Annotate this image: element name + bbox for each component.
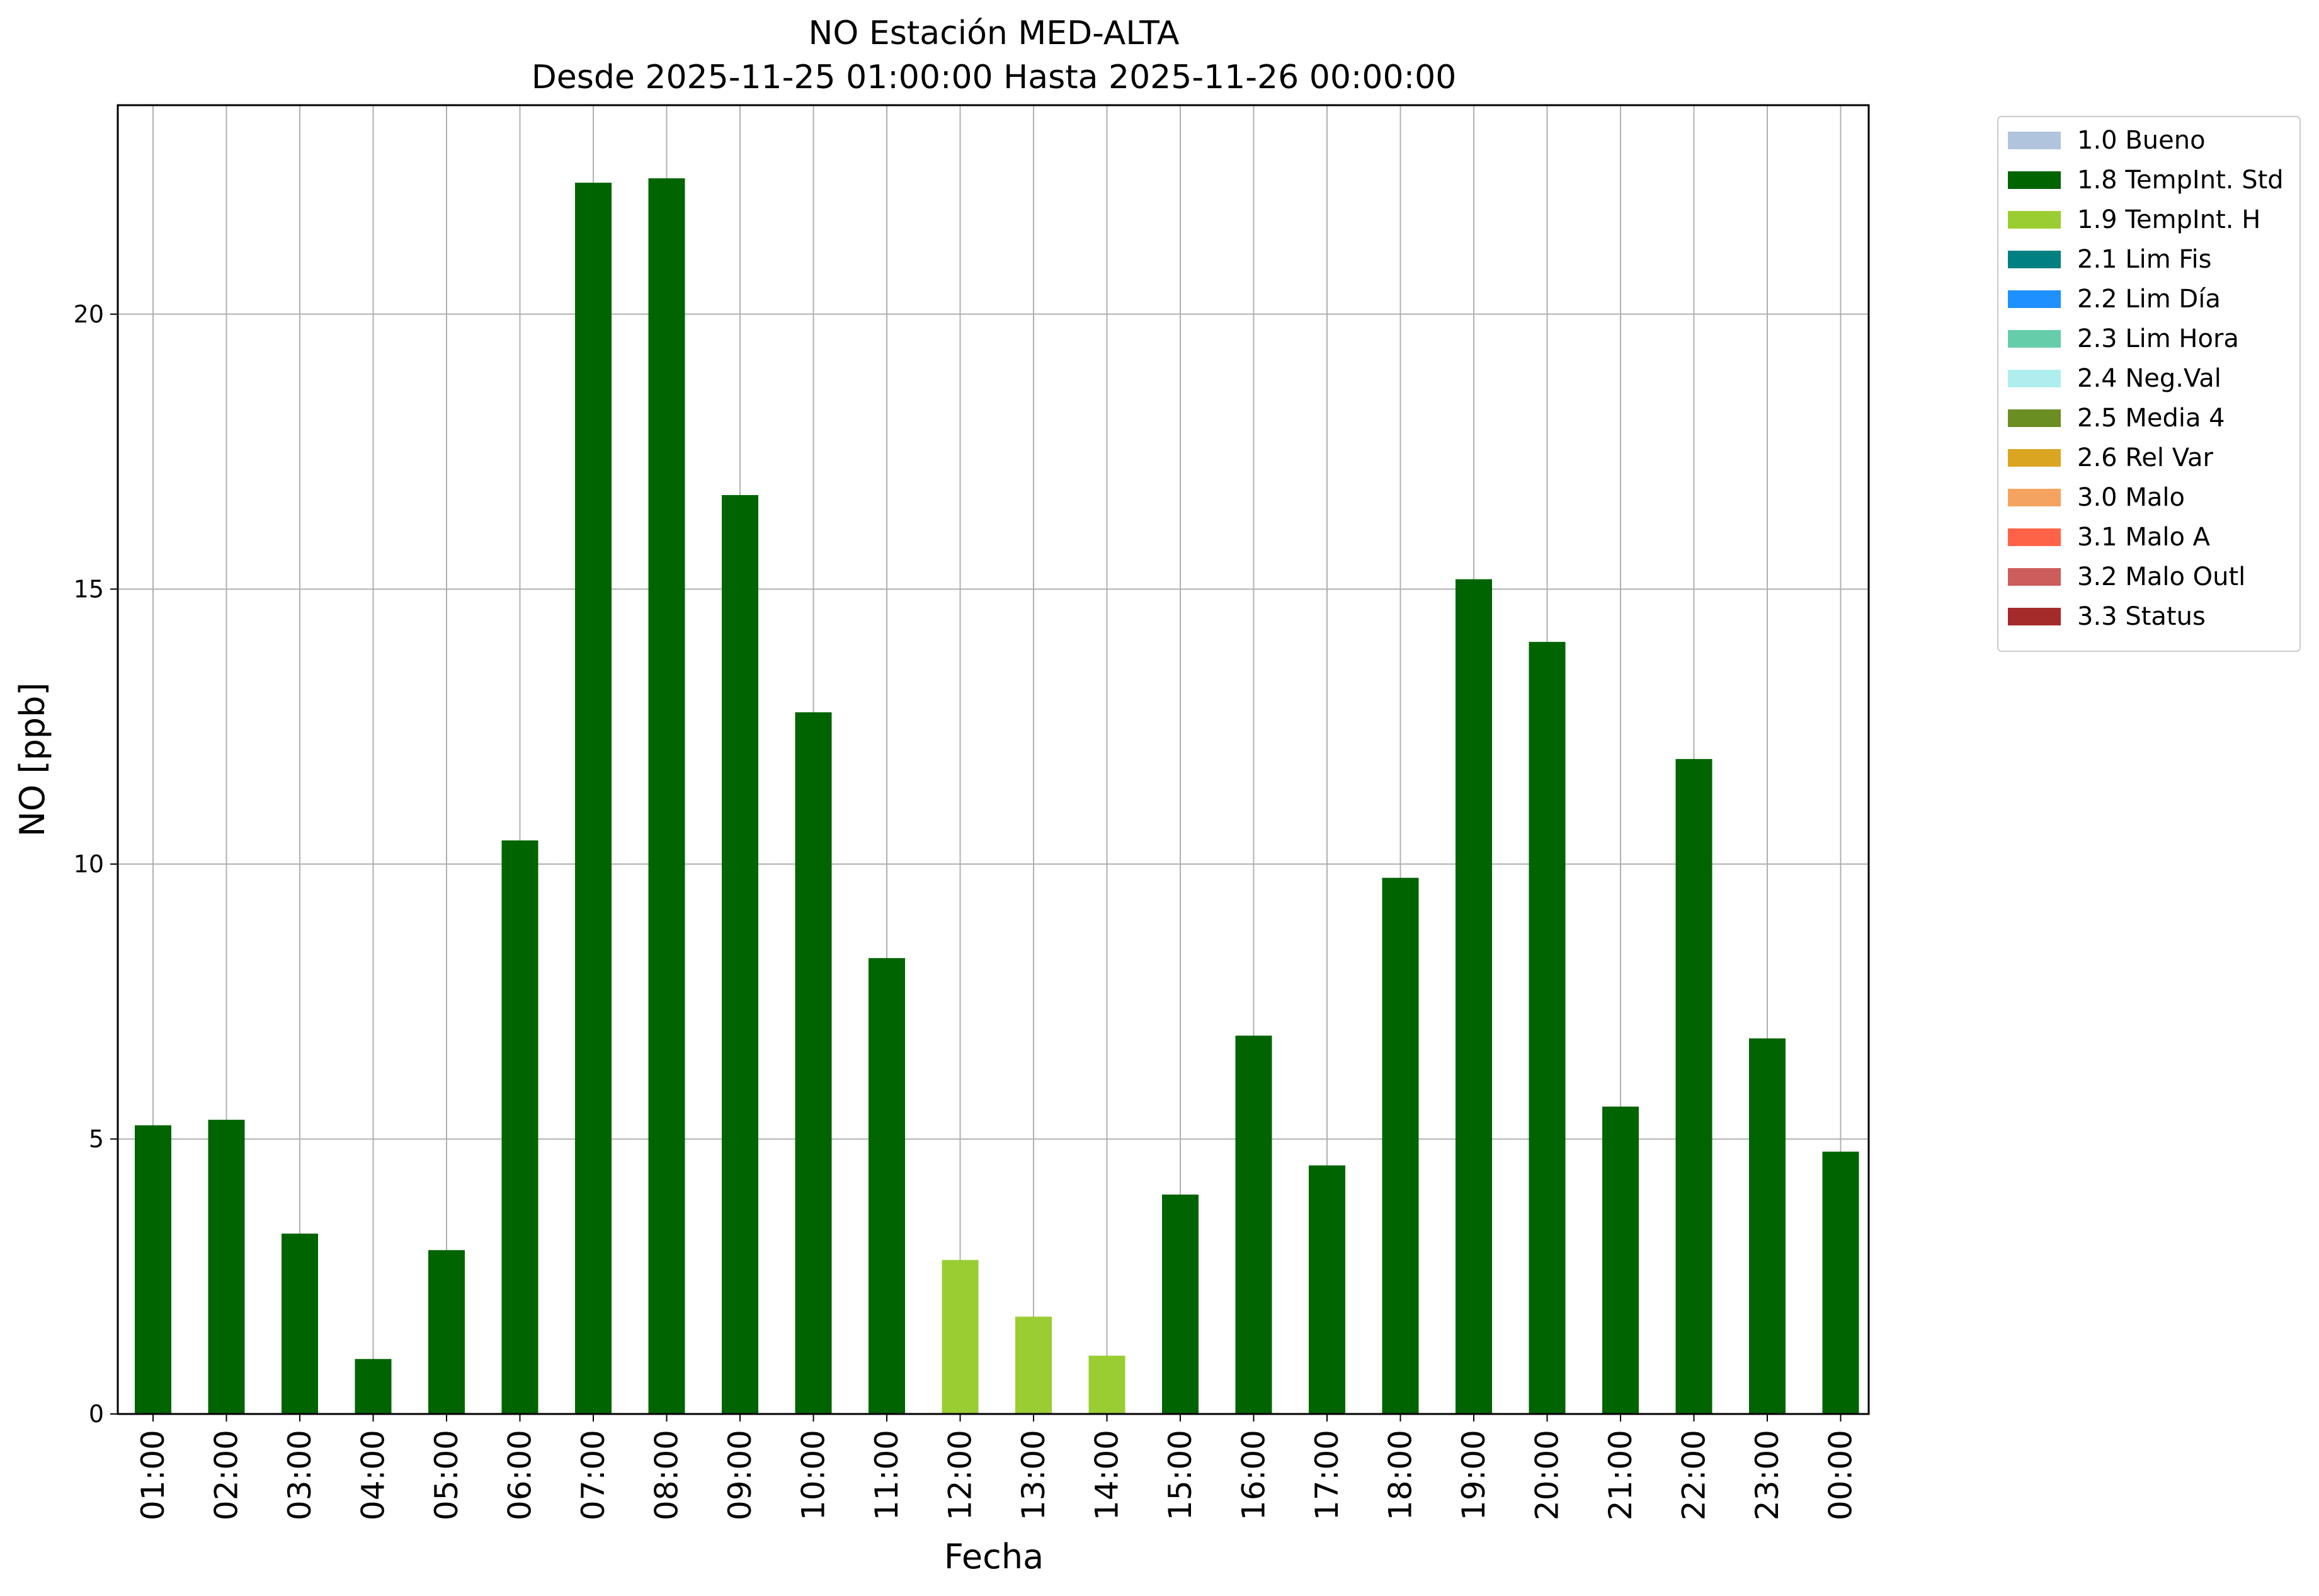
bar-0100 (135, 1125, 171, 1414)
x-tick-label: 05:00 (428, 1430, 465, 1520)
legend-label: 2.5 Media 4 (2077, 404, 2225, 433)
legend-label: 2.1 Lim Fis (2077, 245, 2211, 274)
bar-0700 (575, 183, 612, 1414)
legend-swatch (2008, 171, 2061, 189)
x-tick-label: 11:00 (869, 1430, 905, 1520)
legend-swatch (2008, 132, 2061, 149)
legend-label: 2.2 Lim Día (2077, 285, 2221, 314)
legend-label: 1.9 TempInt. H (2077, 205, 2260, 234)
x-tick-label: 16:00 (1236, 1430, 1272, 1520)
bars (135, 178, 1859, 1415)
bar-1600 (1235, 1035, 1272, 1414)
x-tick-label: 21:00 (1602, 1430, 1639, 1520)
x-tick-label: 01:00 (135, 1430, 171, 1520)
legend-swatch (2008, 211, 2061, 229)
bar-0200 (208, 1119, 245, 1414)
legend-swatch (2008, 568, 2061, 586)
bar-1400 (1088, 1355, 1125, 1414)
x-tick-label: 20:00 (1529, 1430, 1566, 1520)
x-tick-label: 22:00 (1676, 1430, 1712, 1520)
x-tick-label: 23:00 (1749, 1430, 1786, 1520)
bar-2200 (1675, 759, 1712, 1414)
x-tick-label: 19:00 (1456, 1430, 1492, 1520)
legend-label: 1.8 TempInt. Std (2077, 166, 2284, 195)
chart-subtitle: Desde 2025-11-25 01:00:00 Hasta 2025-11-… (532, 59, 1457, 96)
bar-0500 (428, 1250, 465, 1414)
x-axis-label: Fecha (944, 1537, 1044, 1576)
legend-frame (1997, 116, 2301, 652)
legend-label: 2.4 Neg.Val (2077, 364, 2221, 393)
bar-1000 (795, 712, 832, 1414)
plot-frame (117, 104, 1870, 1415)
x-tick-label: 02:00 (208, 1430, 245, 1520)
y-tick-label: 15 (74, 575, 104, 603)
x-tick-label: 15:00 (1162, 1430, 1199, 1520)
legend-label: 1.0 Bueno (2077, 126, 2206, 155)
bar-1100 (869, 958, 905, 1414)
legend-label: 3.0 Malo (2077, 483, 2185, 512)
y-tick-label: 5 (89, 1125, 104, 1153)
x-tick-label: 10:00 (795, 1430, 832, 1520)
legend-swatch (2008, 409, 2061, 427)
legend-swatch (2008, 290, 2061, 308)
x-tick-label: 14:00 (1089, 1430, 1125, 1520)
bar-0900 (722, 495, 758, 1414)
chart-title: NO Estación MED-ALTA (809, 14, 1180, 52)
legend-label: 2.6 Rel Var (2077, 443, 2214, 472)
y-axis: 0 5 10 15 20 (74, 300, 118, 1428)
y-tick-label: 10 (74, 850, 104, 878)
legend-label: 3.2 Malo Outl (2077, 562, 2245, 591)
legend-label: 3.3 Status (2077, 602, 2206, 631)
bar-0000 (1822, 1151, 1859, 1414)
legend-swatch (2008, 449, 2061, 467)
bar-0400 (355, 1359, 392, 1414)
y-tick-label: 20 (74, 300, 104, 328)
x-tick-label: 17:00 (1309, 1430, 1345, 1520)
y-axis-label: NO [ppb] (13, 682, 52, 836)
bar-2100 (1602, 1106, 1639, 1414)
legend-swatch (2008, 608, 2061, 625)
x-tick-label: 09:00 (722, 1430, 758, 1520)
x-tick-label: 04:00 (355, 1430, 392, 1520)
bar-1800 (1382, 877, 1419, 1414)
x-tick-label: 06:00 (502, 1430, 538, 1520)
x-axis: 01:00 02:00 03:00 04:00 05:00 06:00 07:00 08:00… (135, 1414, 1859, 1520)
legend-label: 2.3 Lim Hora (2077, 324, 2239, 353)
legend-label: 3.1 Malo A (2077, 523, 2211, 552)
bar-1200 (942, 1260, 979, 1414)
x-tick-label: 08:00 (649, 1430, 685, 1520)
bar-1300 (1015, 1316, 1052, 1414)
y-tick-label: 0 (89, 1400, 104, 1428)
bar-1700 (1309, 1165, 1345, 1414)
legend-swatch (2008, 370, 2061, 387)
x-tick-label: 13:00 (1015, 1430, 1052, 1520)
legend-swatch (2008, 330, 2061, 348)
bar-1500 (1162, 1194, 1199, 1414)
bar-0300 (282, 1233, 318, 1414)
x-tick-label: 00:00 (1823, 1430, 1859, 1520)
bar-2300 (1749, 1038, 1786, 1414)
legend: 1.0 Bueno 1.8 TempInt. Std 1.9 TempInt. H 2… (1997, 116, 2301, 652)
x-tick-label: 03:00 (282, 1430, 318, 1520)
legend-swatch (2008, 251, 2061, 268)
legend-swatch (2008, 528, 2061, 546)
x-tick-label: 07:00 (575, 1430, 612, 1520)
bar-0600 (501, 840, 538, 1414)
legend-swatch (2008, 489, 2061, 506)
x-tick-label: 18:00 (1382, 1430, 1419, 1520)
bar-0800 (648, 178, 685, 1414)
x-tick-label: 12:00 (942, 1430, 979, 1520)
bar-1900 (1456, 579, 1492, 1415)
bar-2000 (1529, 642, 1566, 1415)
